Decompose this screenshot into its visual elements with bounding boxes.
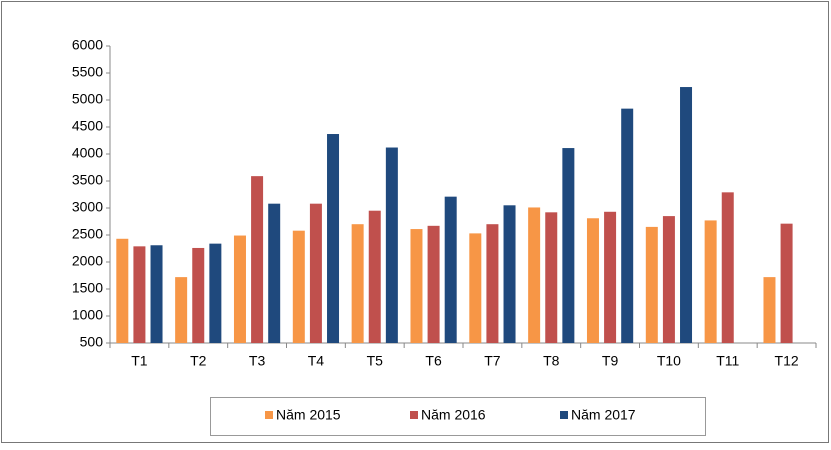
bar (528, 207, 541, 343)
legend-label: Năm 2016 (421, 407, 486, 423)
bar (621, 108, 634, 343)
bar (233, 235, 246, 343)
y-tick-label: 1500 (72, 280, 103, 296)
x-tick-label: T9 (602, 353, 619, 369)
bar (209, 243, 222, 343)
bar (175, 277, 188, 343)
legend-label: Năm 2015 (276, 407, 341, 423)
bar (292, 230, 305, 343)
bar (444, 196, 457, 343)
y-tick-label: 500 (80, 334, 104, 350)
y-tick-label: 4000 (72, 145, 103, 161)
bar (192, 247, 205, 343)
y-tick-label: 3500 (72, 172, 103, 188)
bar (368, 210, 381, 343)
x-tick-label: T11 (716, 353, 739, 369)
y-tick-label: 6000 (72, 37, 103, 53)
y-tick-label: 2500 (72, 226, 103, 242)
bar (268, 203, 281, 343)
bar (133, 246, 146, 343)
y-tick-label: 5000 (72, 91, 103, 107)
bar (486, 224, 499, 343)
y-tick-label: 3000 (72, 199, 103, 215)
x-tick-label: T4 (308, 353, 325, 369)
bar (503, 205, 516, 343)
x-tick-label: T7 (484, 353, 501, 369)
y-tick-label: 2000 (72, 253, 103, 269)
bar (427, 225, 440, 343)
bar (545, 212, 558, 343)
y-tick-label: 5500 (72, 64, 103, 80)
bar (351, 224, 364, 343)
legend-swatch (265, 411, 273, 419)
bar (385, 147, 398, 343)
bar (704, 220, 717, 343)
bar (150, 245, 163, 343)
bar (116, 238, 129, 343)
bar (562, 148, 575, 343)
bar (780, 223, 793, 343)
bar (662, 216, 675, 343)
x-tick-label: T5 (367, 353, 384, 369)
legend-label: Năm 2017 (571, 407, 636, 423)
bar (645, 226, 658, 343)
x-tick-label: T6 (425, 353, 442, 369)
legend-swatch (560, 411, 568, 419)
bar (469, 233, 482, 343)
x-tick-label: T8 (543, 353, 560, 369)
x-tick-label: T10 (657, 353, 681, 369)
bar (410, 229, 423, 343)
bar (327, 134, 340, 343)
bar (763, 277, 776, 343)
y-tick-label: 1000 (72, 307, 103, 323)
x-tick-label: T2 (190, 353, 207, 369)
bar (309, 203, 322, 343)
legend-box (210, 397, 706, 436)
x-tick-label: T1 (131, 353, 148, 369)
bar (721, 192, 734, 343)
bar (680, 87, 693, 343)
x-tick-label: T12 (775, 353, 799, 369)
bar (586, 218, 599, 343)
chart-border (1, 1, 829, 443)
x-tick-label: T3 (249, 353, 266, 369)
y-tick-label: 4500 (72, 118, 103, 134)
bar (604, 211, 617, 343)
bar (251, 176, 264, 343)
legend-swatch (410, 411, 418, 419)
